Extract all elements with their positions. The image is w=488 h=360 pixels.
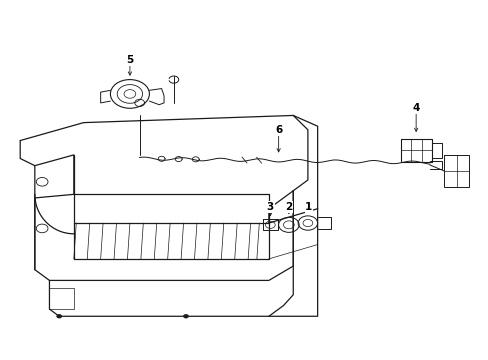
- Text: 3: 3: [266, 202, 273, 212]
- Circle shape: [183, 315, 188, 318]
- Text: 5: 5: [126, 55, 133, 65]
- Text: 6: 6: [274, 125, 282, 135]
- Circle shape: [57, 315, 61, 318]
- Text: 2: 2: [285, 202, 292, 212]
- Text: 1: 1: [305, 202, 312, 212]
- Text: 4: 4: [411, 103, 419, 113]
